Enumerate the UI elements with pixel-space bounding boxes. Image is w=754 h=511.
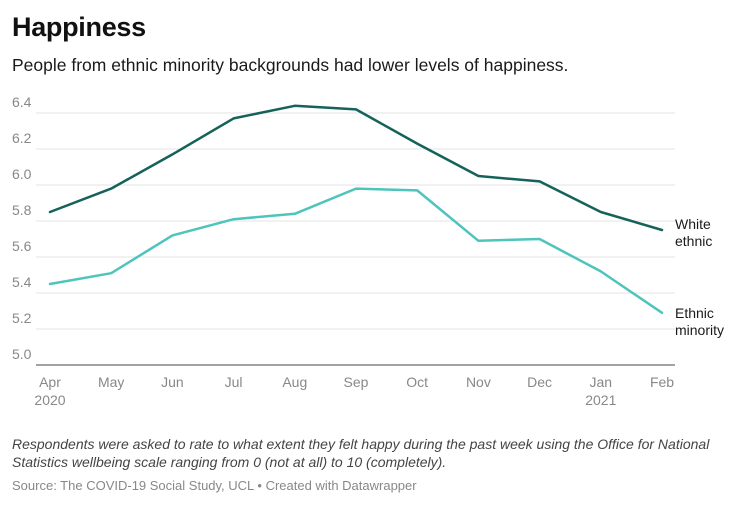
source-credit: Source: The COVID-19 Social Study, UCL •… (12, 478, 417, 493)
x-axis-ticks: Apr May Jun Jul Aug Sep Oct Nov Dec Jan Feb 2020 202… (34, 374, 674, 408)
x-tick-label: Sep (344, 374, 369, 390)
x-tick-label: Oct (406, 374, 428, 390)
series-label-ethnic-minority: Ethnic (675, 305, 714, 321)
x-tick-label: May (98, 374, 124, 390)
y-tick-label: 5.4 (12, 274, 32, 290)
y-tick-label: 5.6 (12, 238, 32, 254)
x-tick-label: Aug (282, 374, 307, 390)
methodology-note: Respondents were asked to rate to what e… (12, 436, 710, 470)
y-axis-ticks: 5.0 5.2 5.4 5.6 5.8 6.0 6.2 6.4 (12, 95, 32, 362)
x-tick-label: Jun (161, 374, 184, 390)
x-tick-label: Jul (225, 374, 243, 390)
series-label-white-ethnic: White (675, 216, 711, 232)
series-label-white-ethnic: ethnic (675, 233, 712, 249)
chart-title: Happiness (12, 12, 146, 42)
x-tick-label: Apr (39, 374, 61, 390)
y-tick-label: 6.2 (12, 130, 32, 146)
x-tick-label: Jan (590, 374, 613, 390)
x-year-label: 2021 (585, 392, 616, 408)
y-tick-label: 5.8 (12, 202, 32, 218)
x-tick-label: Feb (650, 374, 674, 390)
series-label-ethnic-minority: minority (675, 322, 724, 338)
chart-subtitle: People from ethnic minority backgrounds … (12, 55, 569, 75)
series-line-white-ethnic (48, 104, 664, 232)
y-tick-label: 6.0 (12, 166, 32, 182)
x-tick-label: Nov (466, 374, 491, 390)
x-tick-label: Dec (527, 374, 552, 390)
series-line-ethnic-minority (48, 187, 664, 315)
line-chart: 5.0 5.2 5.4 5.6 5.8 6.0 6.2 6.4 Apr May Jun Jul Aug… (12, 95, 724, 408)
x-year-label: 2020 (34, 392, 65, 408)
y-tick-label: 6.4 (12, 95, 32, 110)
y-tick-label: 5.2 (12, 310, 32, 326)
series-lines (48, 104, 664, 315)
gridlines (36, 112, 675, 366)
y-tick-label: 5.0 (12, 346, 32, 362)
